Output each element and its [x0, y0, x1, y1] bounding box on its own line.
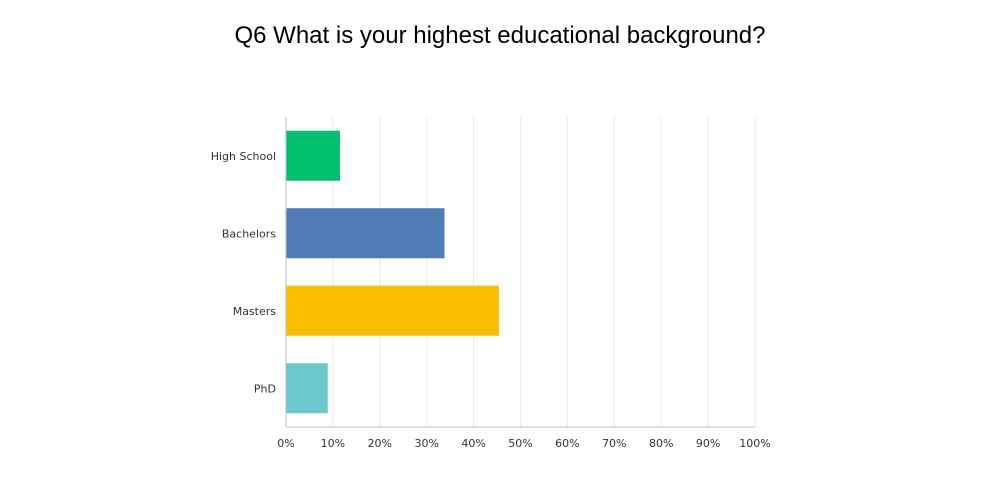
bar — [286, 208, 445, 259]
category-label: Bachelors — [222, 227, 276, 240]
bars — [286, 130, 499, 414]
grid-lines — [332, 117, 756, 427]
category-label: PhD — [254, 382, 276, 395]
x-tick-label: 60% — [555, 437, 579, 450]
category-labels: High School Bachelors Masters PhD — [211, 150, 277, 396]
x-tick-label: 70% — [602, 437, 626, 450]
x-tick-label: 0% — [277, 437, 294, 450]
chart-title: Q6 What is your highest educational back… — [234, 22, 766, 49]
bar — [286, 130, 340, 181]
x-tick-label: 20% — [368, 437, 392, 450]
axes — [285, 117, 755, 428]
x-tick-label: 10% — [321, 437, 345, 450]
x-tick-label: 50% — [508, 437, 532, 450]
bar — [286, 363, 328, 414]
x-tick-label: 30% — [414, 437, 438, 450]
category-label: High School — [211, 150, 276, 163]
x-tick-label: 90% — [696, 437, 720, 450]
category-label: Masters — [233, 305, 277, 318]
bar — [286, 285, 499, 336]
tick-labels: 0% 10% 20% 30% 40% 50% 60% 70% 80% 90% 100% — [277, 437, 770, 450]
x-tick-label: 80% — [649, 437, 673, 450]
x-tick-label: 100% — [739, 437, 770, 450]
x-tick-label: 40% — [461, 437, 485, 450]
